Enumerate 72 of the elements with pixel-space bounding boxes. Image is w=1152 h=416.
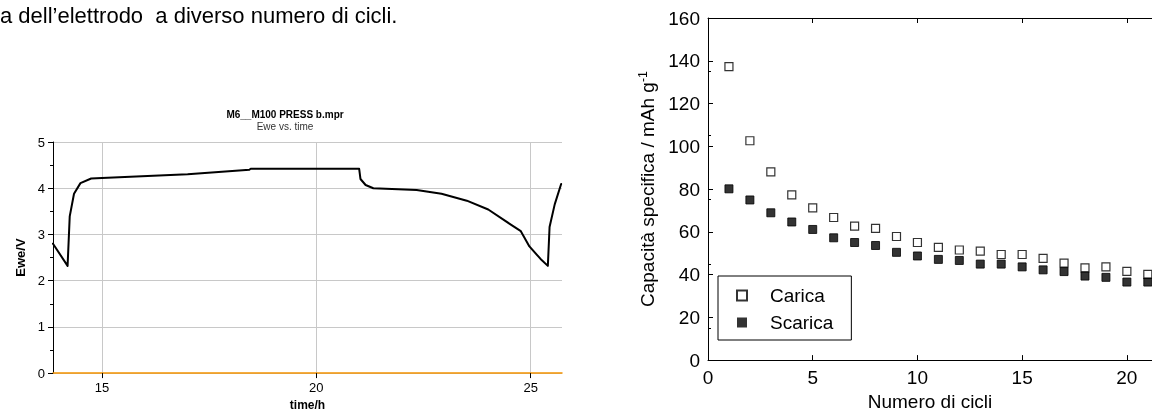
point	[1122, 266, 1132, 276]
point	[724, 184, 734, 194]
x-tick-label: 20	[309, 380, 324, 396]
point	[745, 195, 755, 205]
point	[933, 242, 943, 253]
point	[871, 241, 881, 250]
point	[808, 203, 818, 213]
point	[808, 224, 818, 234]
point	[870, 223, 881, 233]
point	[724, 61, 734, 72]
point	[1101, 272, 1111, 282]
point	[1059, 258, 1069, 268]
point	[996, 259, 1006, 269]
y-tick-label: 2	[37, 273, 45, 289]
y-tick-label: 100	[668, 135, 700, 157]
y-tick-label: 140	[668, 50, 700, 72]
y-axis-title: Capacità specifica / mAh g-1	[635, 70, 659, 308]
point	[912, 251, 922, 261]
y-axis-title: Ewe/V	[12, 238, 28, 277]
point	[1017, 249, 1027, 260]
point	[975, 259, 985, 269]
x-tick-label: 25	[523, 380, 538, 396]
point	[829, 212, 839, 223]
x-axis-title: time/h	[289, 398, 326, 412]
point	[1017, 262, 1027, 272]
point	[1038, 265, 1048, 275]
point	[766, 167, 776, 177]
point	[850, 238, 860, 247]
point	[829, 233, 839, 243]
point	[787, 217, 797, 227]
point	[850, 221, 860, 231]
y-tick-label: 120	[668, 93, 700, 115]
point	[933, 254, 943, 264]
legend-label: Carica	[770, 285, 826, 306]
chart-subtitle: Ewe vs. time	[256, 120, 314, 132]
y-tick-label: 3	[37, 226, 45, 242]
y-tick-label: 4	[37, 180, 45, 196]
text: a dell’elettrodo a diverso numero di cicli.	[0, 2, 398, 28]
point	[1080, 263, 1090, 273]
point	[954, 245, 964, 255]
point	[1038, 253, 1048, 263]
point	[1101, 262, 1111, 272]
y-tick-label: 160	[668, 7, 700, 29]
point	[1122, 277, 1132, 287]
y-tick-label: 5	[37, 134, 45, 150]
x-tick-label: 10	[906, 367, 928, 389]
y-tick-label: 1	[37, 319, 45, 335]
point	[912, 237, 923, 248]
x-tick-label: 20	[1116, 367, 1138, 389]
point	[766, 208, 776, 218]
point	[745, 136, 755, 146]
point	[891, 247, 901, 257]
y-tick-label: 40	[678, 264, 700, 286]
x-tick-label: 5	[807, 367, 819, 389]
point	[891, 231, 902, 242]
y-tick-label: 20	[678, 306, 700, 328]
x-tick-label: 15	[1011, 367, 1033, 389]
point	[975, 246, 985, 256]
point	[996, 249, 1006, 260]
point	[1080, 271, 1090, 281]
point	[1143, 277, 1152, 287]
y-tick-label: 0	[689, 349, 700, 371]
x-tick-label: 0	[702, 367, 714, 389]
y-tick-label: 60	[678, 221, 700, 243]
point	[954, 255, 964, 265]
x-tick-label: 15	[94, 380, 110, 396]
legend-label: Scarica	[770, 312, 834, 333]
point	[787, 190, 797, 200]
y-tick-label: 80	[678, 178, 700, 200]
x-axis-title: Numero di cicli	[867, 391, 993, 412]
chart-title: M6__M100 PRESS b.mpr	[226, 108, 344, 120]
point	[1059, 267, 1069, 277]
